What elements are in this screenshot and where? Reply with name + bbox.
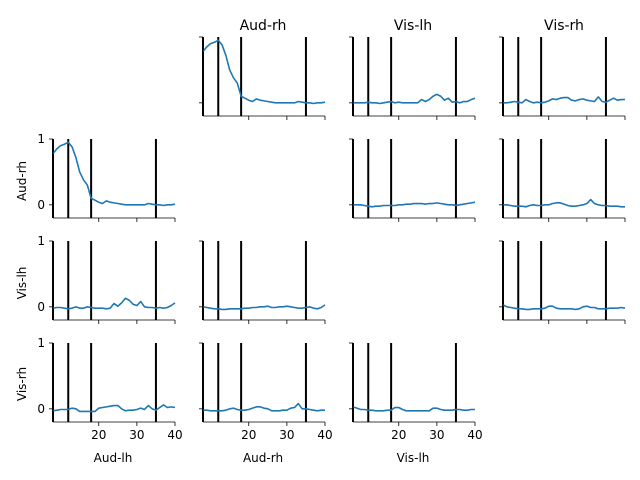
bottom-label-1: Aud-rh bbox=[243, 451, 283, 465]
data-line bbox=[203, 402, 325, 412]
data-line bbox=[52, 404, 176, 413]
data-line bbox=[52, 141, 176, 207]
data-line bbox=[503, 96, 625, 104]
x-tick-label: 20 bbox=[91, 428, 106, 442]
y-tick-label: 0 bbox=[37, 198, 45, 212]
data-line bbox=[352, 406, 475, 412]
x-tick-label: 30 bbox=[279, 428, 294, 442]
panel-r1-c2 bbox=[349, 138, 476, 222]
data-line bbox=[353, 93, 476, 105]
x-tick-label: 30 bbox=[429, 428, 444, 442]
y-tick-label: 0 bbox=[37, 300, 45, 314]
x-tick-label: 30 bbox=[129, 428, 144, 442]
panel-r2-c3 bbox=[499, 240, 626, 324]
data-line bbox=[202, 304, 326, 311]
x-tick-label: 20 bbox=[391, 428, 406, 442]
panel-r1-c3 bbox=[499, 138, 626, 222]
y-tick-label: 0 bbox=[37, 402, 45, 416]
panel-r3-c0: 0 1 20 30 40 bbox=[37, 336, 182, 442]
x-tick-label: 20 bbox=[241, 428, 256, 442]
row-label-2: Vis-lh bbox=[15, 267, 29, 300]
data-line bbox=[502, 304, 626, 311]
row-label-1: Aud-rh bbox=[15, 161, 29, 201]
y-tick-label: 1 bbox=[37, 234, 45, 248]
y-tick-label: 1 bbox=[37, 132, 45, 146]
panel-r1-c0: 01 bbox=[37, 132, 176, 222]
panel-r0-c3 bbox=[499, 36, 626, 120]
bottom-label-2: Vis-lh bbox=[397, 451, 430, 465]
data-line bbox=[52, 297, 176, 310]
x-tick-label: 40 bbox=[167, 428, 182, 442]
data-line bbox=[202, 39, 326, 105]
x-tick-label: 40 bbox=[317, 428, 332, 442]
y-tick-label: 1 bbox=[37, 336, 45, 350]
figure-labels: Aud-rh Vis-lh Vis-rh Aud-rh Vis-lh Vis-r… bbox=[15, 18, 584, 465]
row-label-3: Vis-rh bbox=[15, 367, 29, 401]
panel-r3-c1: 20 30 40 bbox=[199, 342, 333, 442]
bottom-label-0: Aud-lh bbox=[94, 451, 133, 465]
data-line bbox=[503, 198, 625, 208]
panel-r2-c1 bbox=[199, 240, 326, 324]
column-title-1: Aud-rh bbox=[240, 18, 287, 34]
panel-r2-c0: 01 bbox=[37, 234, 176, 324]
panel-r3-c2: 20 30 40 bbox=[349, 342, 483, 442]
column-title-3: Vis-rh bbox=[544, 18, 584, 34]
column-title-2: Vis-lh bbox=[394, 18, 432, 34]
panel-r0-c2 bbox=[349, 36, 476, 120]
x-tick-label: 40 bbox=[467, 428, 482, 442]
data-line bbox=[353, 201, 476, 208]
panel-r0-c1 bbox=[199, 36, 326, 120]
